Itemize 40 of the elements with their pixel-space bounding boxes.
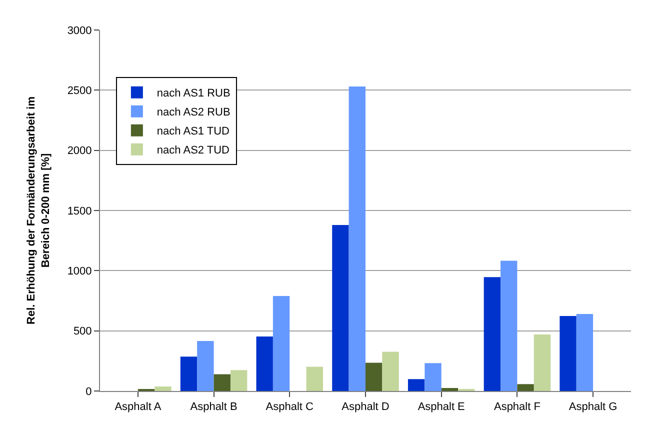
bar [366, 362, 382, 391]
bar [180, 356, 198, 391]
bar [576, 314, 594, 391]
bar [441, 388, 458, 391]
bar [382, 352, 399, 391]
x-tick-label: Asphalt A [114, 401, 162, 414]
bar [214, 374, 230, 391]
bar [534, 334, 551, 391]
bar [517, 384, 534, 391]
x-tick-label: Asphalt F [494, 401, 541, 414]
y-tick-label: 1500 [67, 205, 92, 218]
x-tick-label: Asphalt D [342, 401, 390, 414]
y-tick-label: 3000 [67, 24, 92, 37]
bar [306, 366, 324, 391]
legend-label: nach AS2 RUB [156, 106, 230, 119]
y-tick-label: 2500 [67, 85, 92, 98]
bar [197, 340, 214, 391]
bar [154, 386, 172, 391]
bar [272, 296, 290, 391]
bar [408, 379, 425, 391]
x-tick-label: Asphalt B [190, 401, 238, 414]
bar [500, 260, 518, 391]
bar [256, 336, 273, 391]
legend-label: nach AS2 TUD [156, 144, 230, 157]
y-axis-title: Rel. Erhöhung der Formänderungsarbeit im Bereich 0-200 mm [%] [26, 96, 52, 324]
y-tick-label: 500 [73, 326, 92, 338]
legend-label: nach AS1 TUD [156, 126, 230, 138]
x-tick-label: Asphalt C [266, 401, 314, 414]
y-tick-label: 0 [86, 386, 92, 398]
bar [332, 224, 349, 391]
y-tick-label: 1000 [67, 266, 92, 278]
x-tick-label: Asphalt G [568, 401, 618, 414]
y-tick-label: 2000 [67, 145, 92, 158]
x-tick-label: Asphalt E [418, 401, 465, 414]
bar [484, 277, 501, 391]
bar [560, 316, 576, 391]
bar [348, 86, 366, 391]
bar [230, 370, 248, 391]
legend-label: nach AS1 RUB [156, 88, 230, 100]
bar [424, 363, 442, 391]
